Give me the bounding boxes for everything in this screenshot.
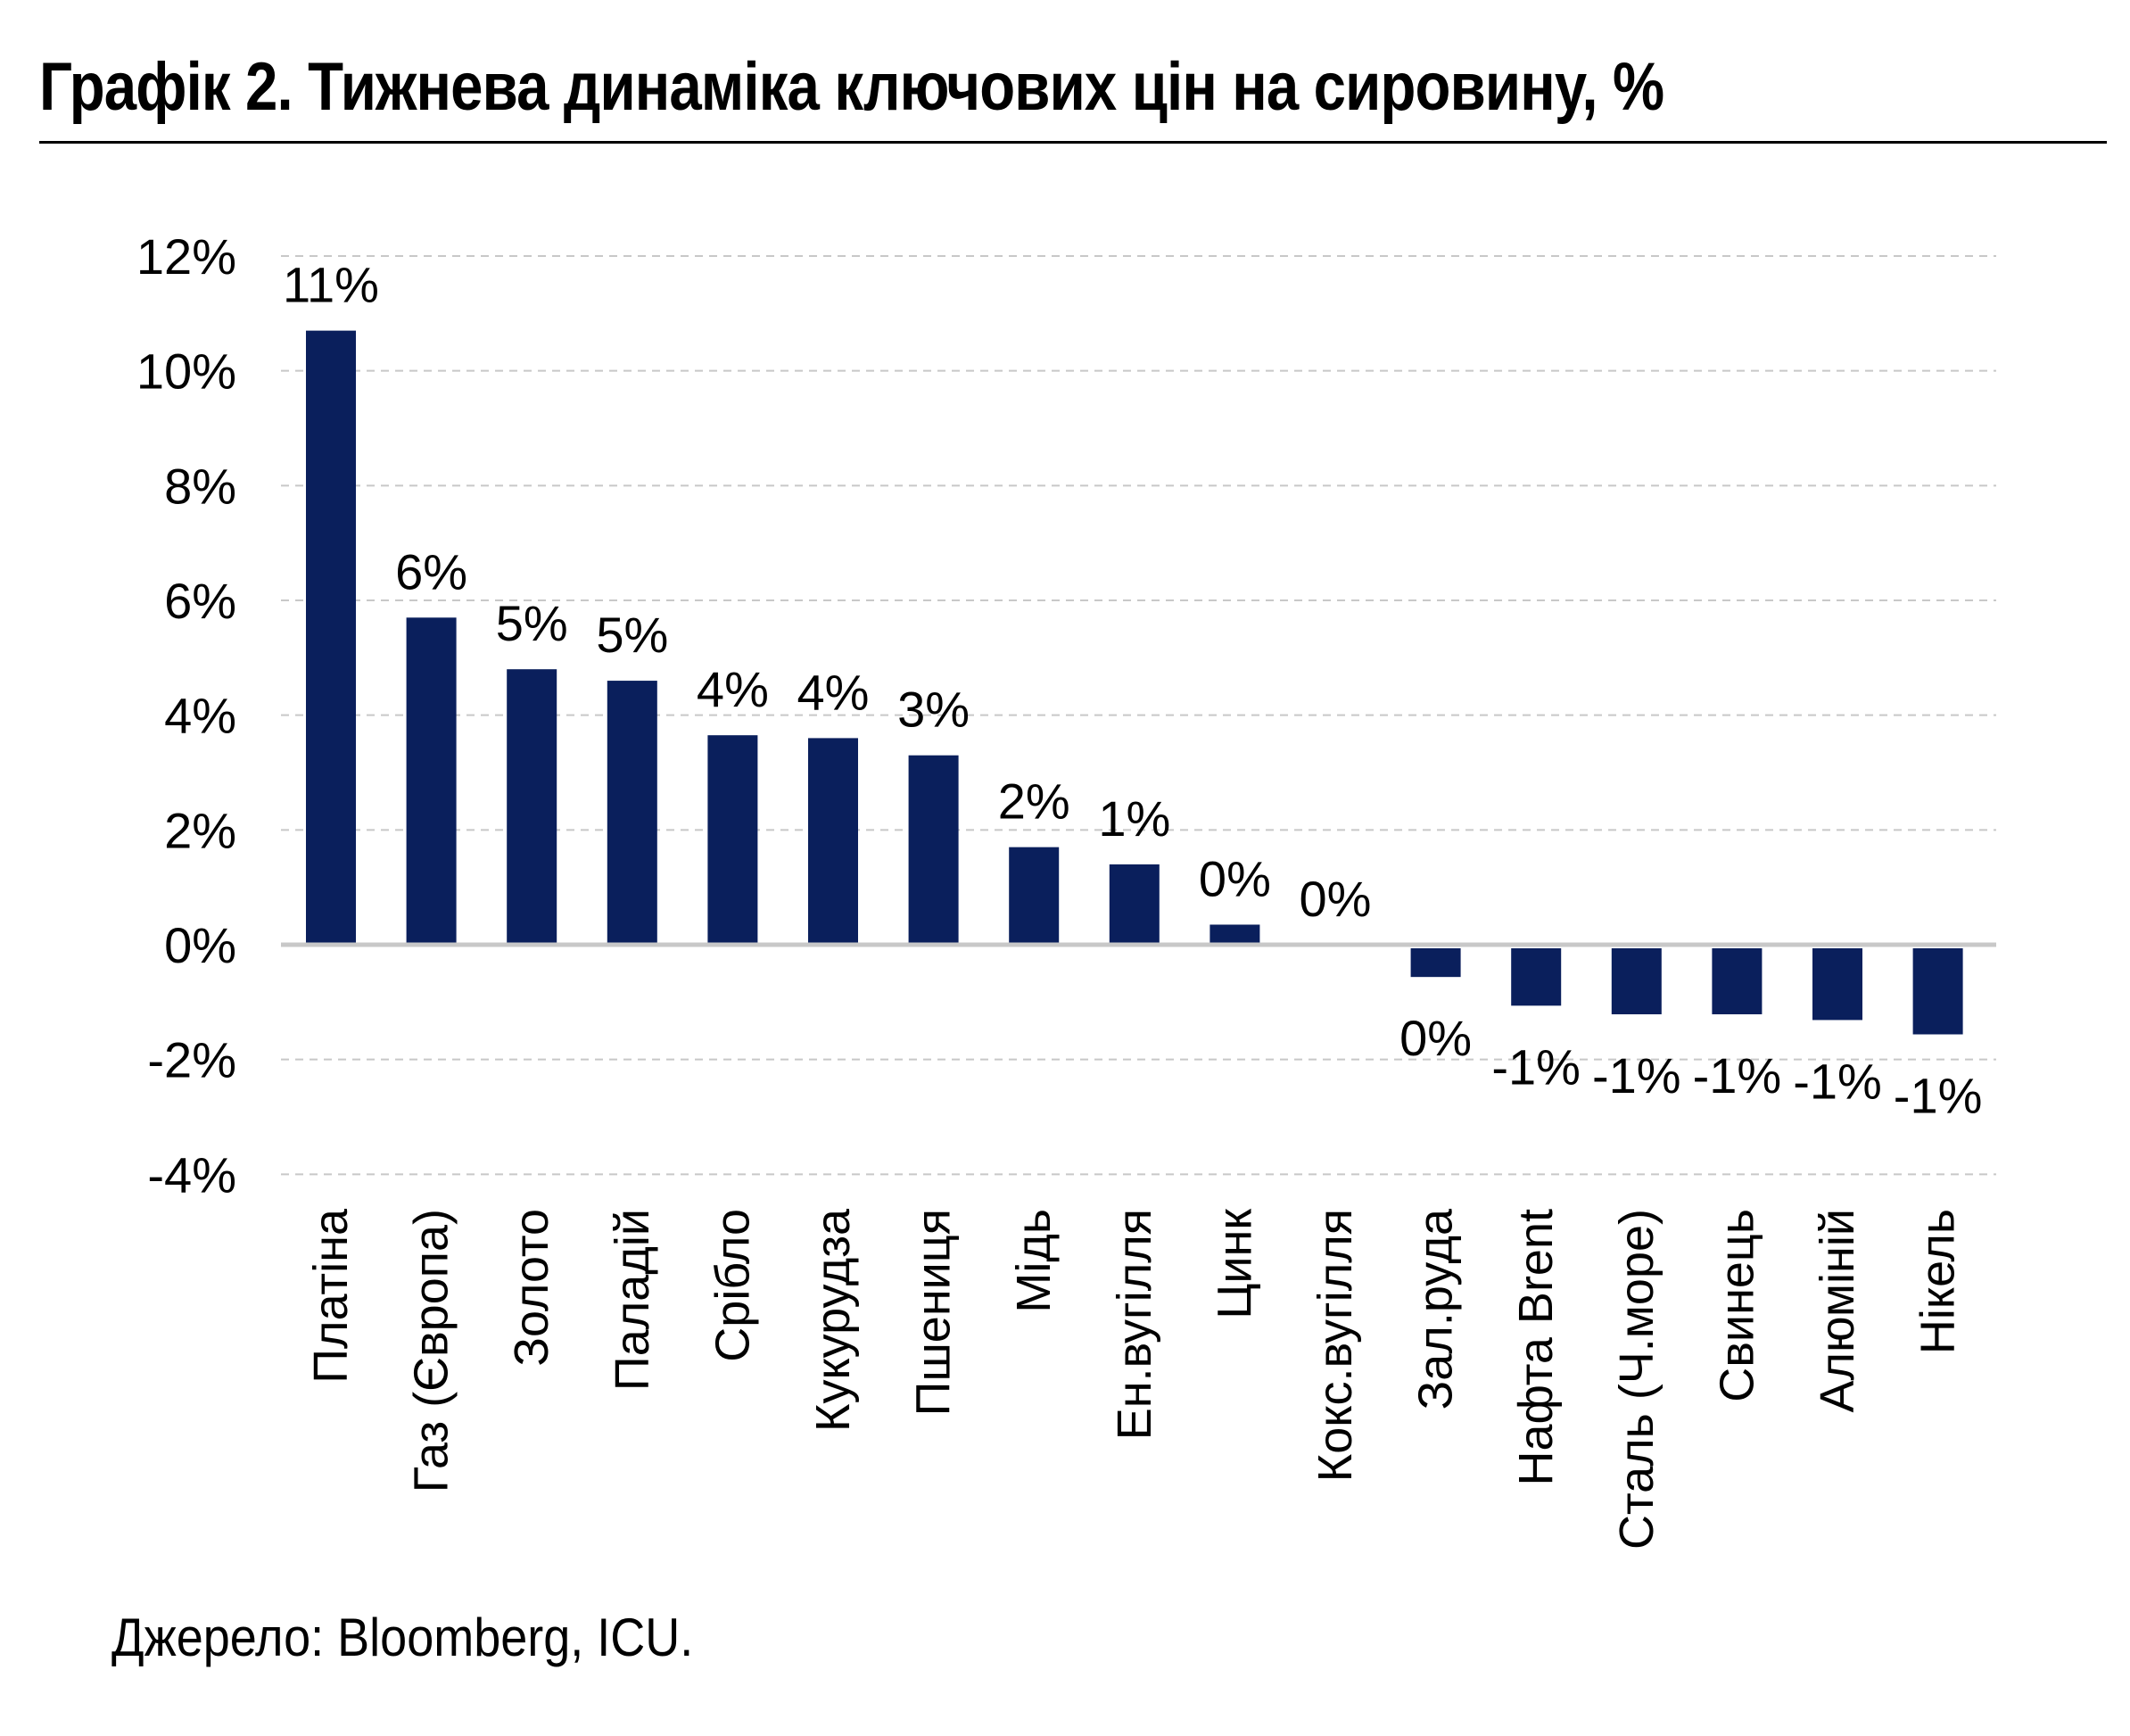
category-label: Кукурудза	[806, 1208, 860, 1432]
category-label: Срібло	[706, 1209, 759, 1362]
data-label: 2%	[998, 773, 1070, 830]
bar	[1109, 864, 1160, 945]
category-label: Кокс.вугілля	[1309, 1209, 1362, 1482]
y-tick-label: -2%	[147, 1032, 236, 1088]
data-labels: 11%6%5% 5%4% 4% 3%2% 1%0% 0%0%-1% -1% -1% -1% -1%	[283, 257, 1982, 1124]
y-tick-label: 6%	[164, 573, 236, 629]
data-label: 3%	[897, 682, 970, 738]
data-label: -1%	[1491, 1038, 1581, 1095]
category-label: Золото	[505, 1209, 558, 1367]
y-tick-label: 2%	[164, 802, 236, 858]
y-tick-label: 4%	[164, 688, 236, 744]
bar	[507, 669, 557, 945]
y-tick-label: 8%	[164, 458, 236, 514]
bar	[1410, 948, 1461, 978]
data-label: 6%	[395, 543, 467, 599]
category-label: Газ (Європа)	[405, 1209, 458, 1492]
category-label: Паладій	[606, 1209, 659, 1391]
data-label: 5%	[596, 607, 668, 663]
data-label: -1%	[1894, 1068, 1983, 1124]
bar	[1712, 948, 1763, 1014]
bars	[306, 330, 1963, 1035]
bar	[1912, 948, 1963, 1035]
category-label: Пшениця	[907, 1209, 961, 1416]
bar	[406, 617, 457, 945]
y-tick-label: -4%	[147, 1146, 236, 1203]
category-label: Сталь (Ч.море)	[1610, 1209, 1664, 1550]
category-labels: Платіна Газ (Європа) Золото Паладій Срібло Ку…	[304, 1208, 1965, 1550]
bar	[306, 330, 356, 946]
bar	[908, 755, 959, 945]
bar	[1611, 948, 1662, 1014]
bar	[707, 735, 758, 945]
gridlines	[281, 255, 1996, 1176]
data-label: 0%	[1199, 850, 1271, 906]
bar	[1009, 847, 1060, 945]
data-label: 0%	[1399, 1010, 1472, 1066]
data-label: 5%	[496, 595, 568, 651]
y-axis-ticks: 12% 10% 8% 6% 4% 2% 0% -2% -4%	[136, 228, 236, 1203]
data-label: -1%	[1793, 1053, 1882, 1109]
data-label: 0%	[1300, 871, 1372, 927]
category-label: Зал.руда	[1409, 1208, 1463, 1409]
source-note: Джерело: Bloomberg, ICU.	[111, 1608, 694, 1667]
category-label: Ен.вугілля	[1108, 1209, 1161, 1440]
category-label: Свинець	[1710, 1209, 1763, 1402]
y-tick-label: 12%	[136, 228, 236, 285]
category-label: Платіна	[304, 1208, 358, 1384]
category-label: Мідь	[1007, 1209, 1061, 1313]
category-label: Нікель	[1911, 1209, 1965, 1354]
category-label: Алюміній	[1811, 1209, 1864, 1413]
bar	[1209, 924, 1260, 945]
title-divider	[39, 141, 2107, 144]
y-tick-label: 0%	[164, 917, 236, 973]
chart-title: Графік 2. Тижнева динаміка ключових цін …	[39, 49, 1664, 125]
bar	[1812, 948, 1862, 1021]
data-label: 4%	[797, 664, 870, 720]
bar	[808, 738, 858, 945]
y-tick-label: 10%	[136, 343, 236, 400]
category-label: Нафта Brent	[1509, 1209, 1563, 1486]
data-label: 1%	[1098, 790, 1170, 847]
bar	[1511, 948, 1562, 1006]
data-label: 11%	[283, 257, 379, 313]
category-label: Цинк	[1208, 1209, 1261, 1319]
data-label: -1%	[1693, 1047, 1782, 1104]
bar-chart: 12% 10% 8% 6% 4% 2% 0% -2% -4% 11% 6% 5% 5% 4% 4% 3% 2%…	[136, 228, 1996, 1550]
data-label: 4%	[697, 661, 769, 717]
data-label: -1%	[1592, 1047, 1681, 1104]
bar	[607, 681, 657, 945]
